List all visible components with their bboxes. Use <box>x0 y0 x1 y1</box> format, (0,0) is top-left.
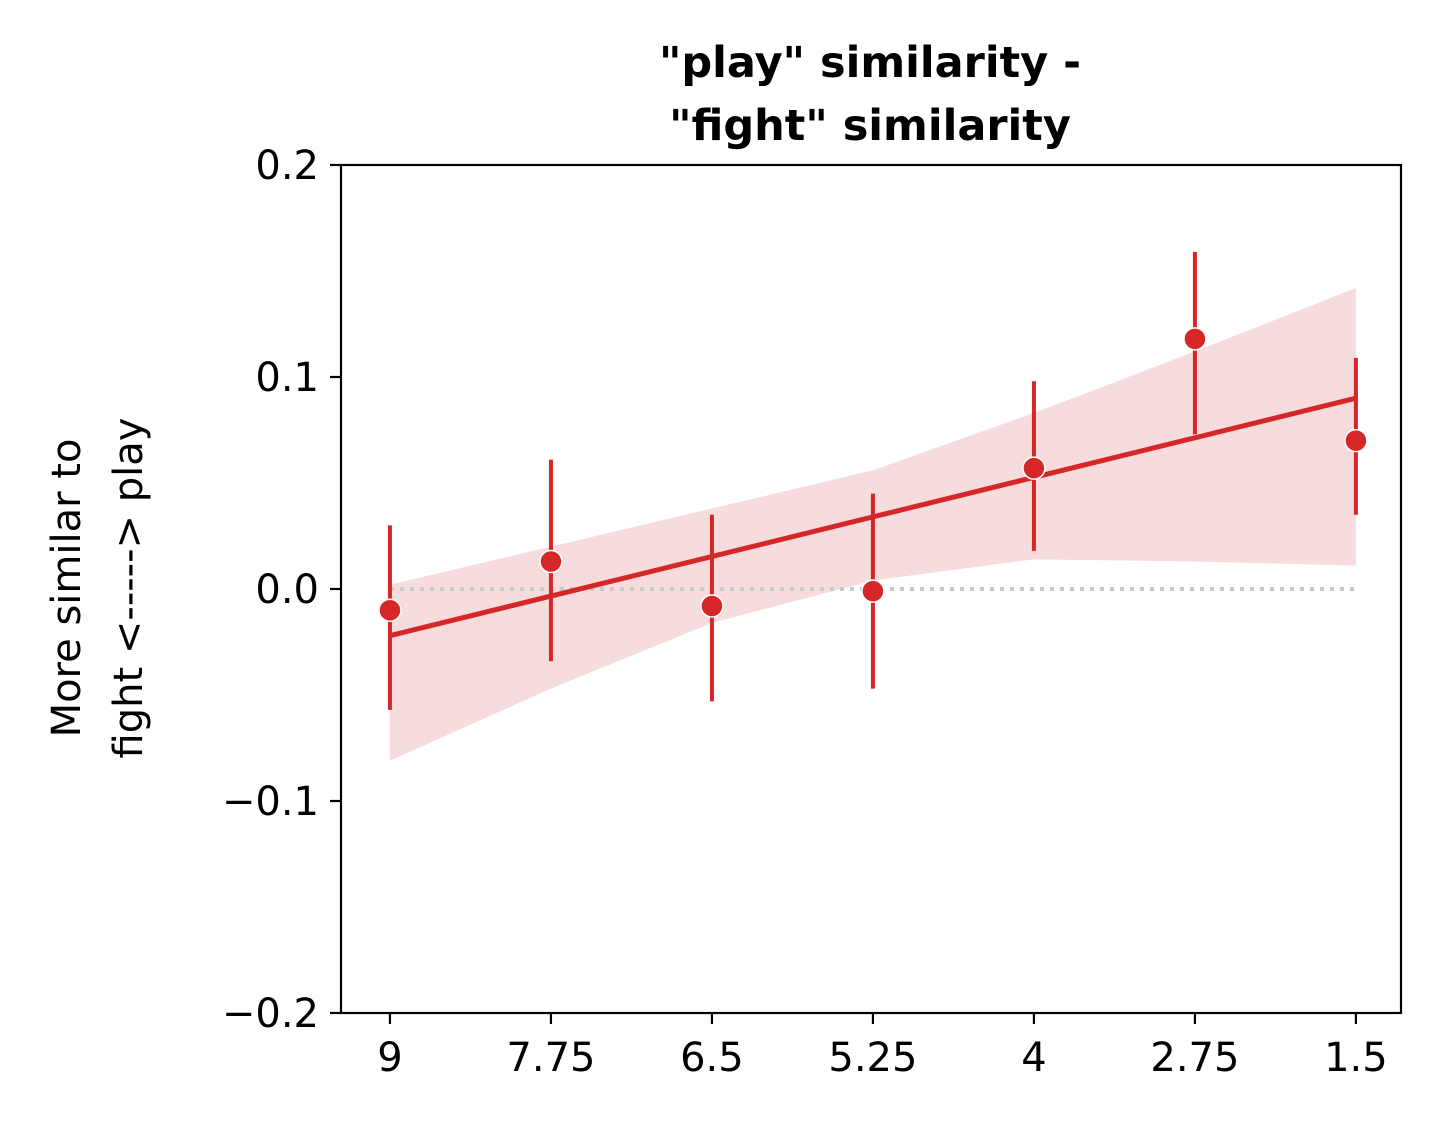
y-axis-label-line-1: More similar to <box>44 439 90 738</box>
x-tick-label: 6.5 <box>680 1035 744 1081</box>
chart-title-line-1: "play" similarity - <box>659 38 1081 88</box>
y-tick-label: −0.1 <box>222 779 319 825</box>
data-point <box>1344 428 1368 453</box>
x-tick-label: 5.25 <box>828 1035 917 1081</box>
plot-area <box>378 251 1368 761</box>
data-point <box>861 579 885 603</box>
x-tick-label: 1.5 <box>1324 1035 1388 1081</box>
chart-title: "play" similarity - "fight" similarity <box>659 38 1081 151</box>
data-point <box>1183 327 1207 351</box>
y-tick-label: −0.2 <box>222 991 319 1037</box>
x-tick-label: 4 <box>1021 1035 1046 1081</box>
data-point <box>539 549 563 574</box>
data-point <box>378 598 402 622</box>
axes: 0.2 0.1 0.0 −0.1 −0.2 9 7.75 6.5 5.25 4 2.75 1.5 <box>222 143 1403 1081</box>
x-tick-label: 2.75 <box>1150 1035 1239 1081</box>
y-tick-label: 0.1 <box>255 355 319 401</box>
x-tick-label: 7.75 <box>506 1035 595 1081</box>
chart-title-line-2: "fight" similarity <box>669 101 1071 151</box>
y-tick-label: 0.0 <box>255 567 319 613</box>
y-axis-label: More similar to fight <-----> play <box>44 418 152 759</box>
data-point <box>700 594 724 618</box>
y-axis-label-line-2: fight <-----> play <box>106 418 152 759</box>
data-point <box>1022 456 1046 480</box>
y-tick-label: 0.2 <box>255 143 319 189</box>
x-tick-label: 9 <box>377 1035 402 1081</box>
